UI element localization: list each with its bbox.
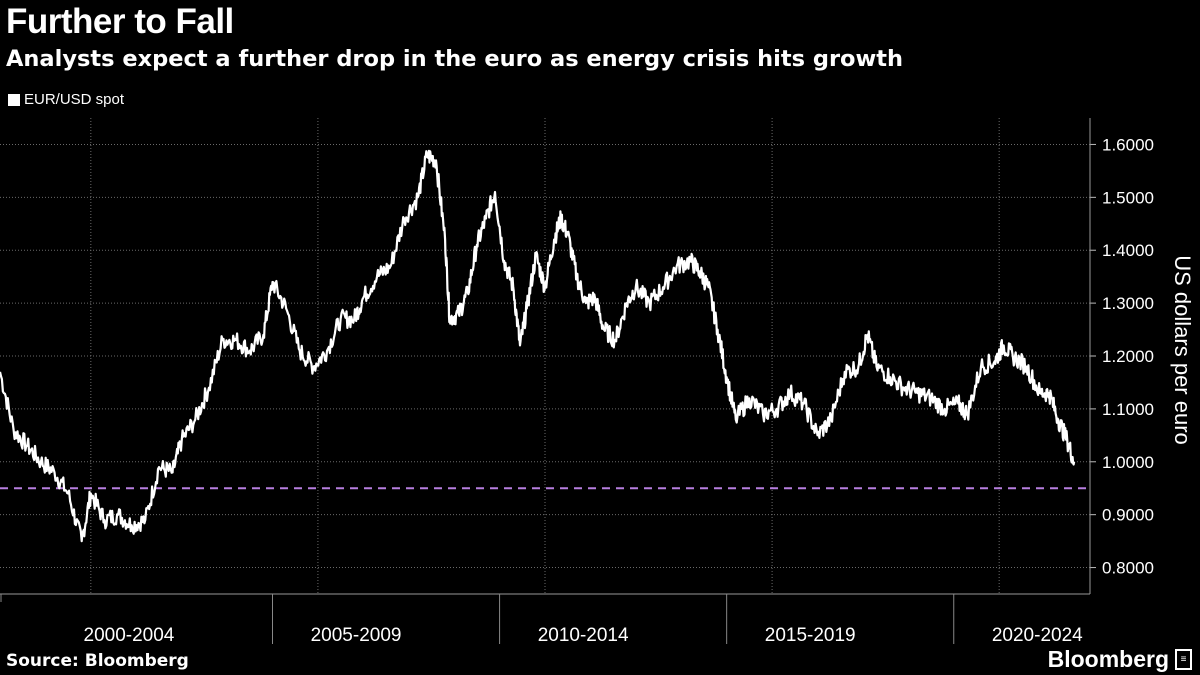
legend-swatch bbox=[8, 93, 20, 106]
y-axis-title: US dollars per euro bbox=[1170, 255, 1195, 445]
y-tick-label: 1.2000 bbox=[1102, 347, 1154, 366]
legend: EUR/USD spot bbox=[8, 91, 124, 108]
y-tick-label: 0.9000 bbox=[1102, 506, 1154, 525]
legend-label: EUR/USD spot bbox=[24, 91, 125, 108]
y-tick-label: 1.4000 bbox=[1102, 241, 1154, 260]
x-category-label: 2015-2019 bbox=[765, 625, 856, 646]
y-tick-label: 1.1000 bbox=[1102, 400, 1154, 419]
source-note: Source: Bloomberg bbox=[6, 651, 189, 671]
x-category-label: 2000-2004 bbox=[84, 625, 175, 646]
y-tick-label: 1.0000 bbox=[1102, 453, 1154, 472]
x-category-label: 2020-2024 bbox=[992, 625, 1083, 646]
y-tick-label: 1.5000 bbox=[1102, 188, 1154, 207]
x-category-label: 2010-2014 bbox=[538, 625, 629, 646]
brand-name: Bloomberg bbox=[1047, 646, 1169, 672]
y-tick-label: 1.3000 bbox=[1102, 294, 1154, 313]
x-category-label: 2005-2009 bbox=[311, 625, 402, 646]
y-tick-label: 1.6000 bbox=[1102, 135, 1154, 154]
brand-logo: Bloomberg ≡ bbox=[1048, 646, 1192, 673]
y-tick-label: 0.8000 bbox=[1102, 559, 1154, 578]
chart-subtitle: Analysts expect a further drop in the eu… bbox=[6, 46, 904, 72]
bloomberg-logo-icon: ≡ bbox=[1175, 649, 1192, 670]
series-line-eurusd bbox=[0, 149, 1076, 543]
chart-title: Further to Fall bbox=[6, 2, 234, 41]
